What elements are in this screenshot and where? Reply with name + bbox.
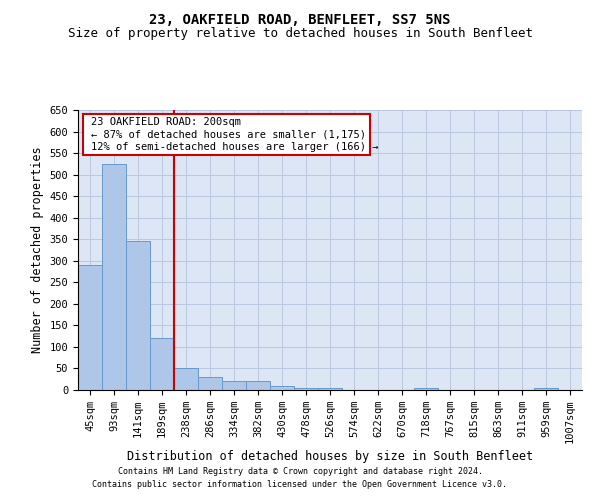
Text: Size of property relative to detached houses in South Benfleet: Size of property relative to detached ho… xyxy=(67,28,533,40)
Bar xyxy=(126,242,150,390)
Bar xyxy=(270,386,294,390)
Text: 23, OAKFIELD ROAD, BENFLEET, SS7 5NS: 23, OAKFIELD ROAD, BENFLEET, SS7 5NS xyxy=(149,12,451,26)
Y-axis label: Number of detached properties: Number of detached properties xyxy=(31,146,44,354)
Bar xyxy=(174,368,198,390)
Bar xyxy=(78,265,102,390)
Text: 12% of semi-detached houses are larger (166) →: 12% of semi-detached houses are larger (… xyxy=(91,142,378,152)
Bar xyxy=(294,388,318,390)
Bar xyxy=(318,388,342,390)
Text: ← 87% of detached houses are smaller (1,175): ← 87% of detached houses are smaller (1,… xyxy=(91,130,365,140)
X-axis label: Distribution of detached houses by size in South Benfleet: Distribution of detached houses by size … xyxy=(127,450,533,464)
Text: Contains HM Land Registry data © Crown copyright and database right 2024.: Contains HM Land Registry data © Crown c… xyxy=(118,467,482,476)
Text: 23 OAKFIELD ROAD: 200sqm: 23 OAKFIELD ROAD: 200sqm xyxy=(91,117,241,127)
Bar xyxy=(150,338,174,390)
Bar xyxy=(414,388,438,390)
Bar xyxy=(534,388,558,390)
Bar xyxy=(102,164,126,390)
Bar xyxy=(198,377,222,390)
Text: Contains public sector information licensed under the Open Government Licence v3: Contains public sector information licen… xyxy=(92,480,508,489)
Bar xyxy=(222,382,246,390)
FancyBboxPatch shape xyxy=(83,114,370,155)
Bar xyxy=(246,382,270,390)
